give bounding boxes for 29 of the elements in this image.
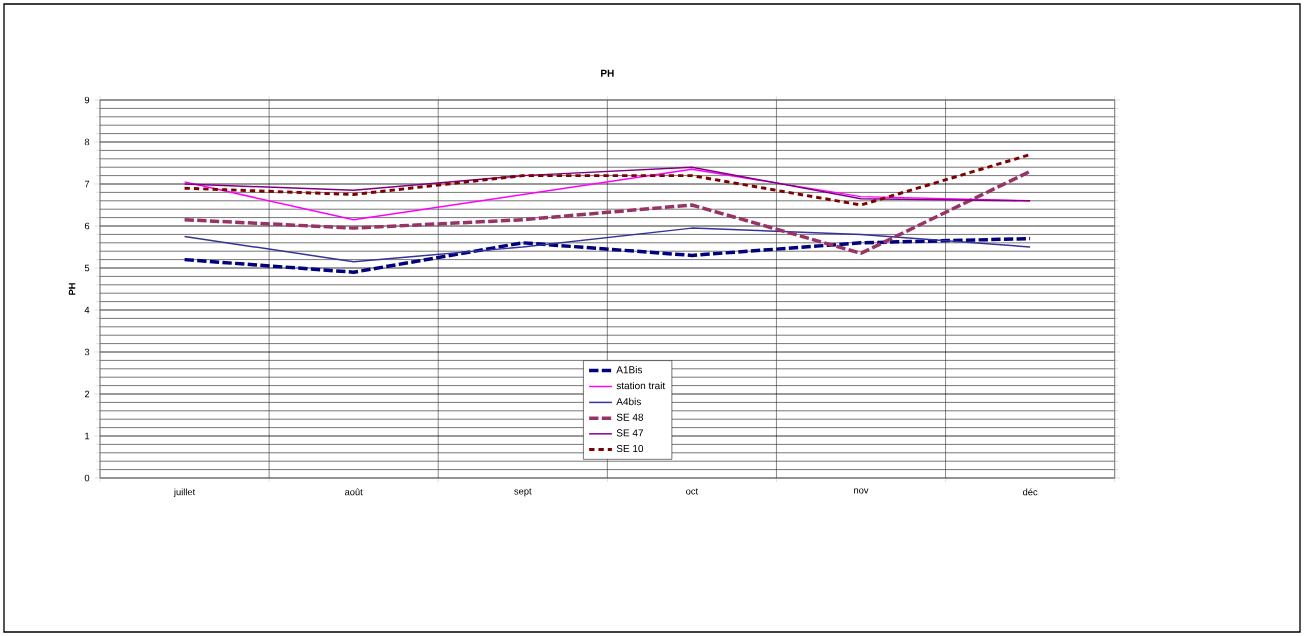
legend-label: station trait	[616, 381, 666, 390]
x-tick-label: juillet	[173, 488, 196, 498]
x-tick-label: sept	[514, 488, 532, 497]
line-series	[183, 227, 1031, 263]
y-tick-label: 4	[84, 306, 90, 314]
y-axis-title: PH	[68, 283, 76, 295]
legend-label: A1Bis	[616, 365, 643, 374]
line-series	[183, 153, 1032, 207]
legend-label: SE 48	[616, 413, 644, 421]
line-series	[182, 169, 1032, 256]
legend-label: A4bis	[616, 397, 641, 406]
x-tick-label: déc	[1022, 488, 1038, 496]
x-tick-label: août	[344, 488, 363, 496]
y-tick-label: 2	[84, 390, 90, 398]
x-tick-label: oct	[686, 488, 699, 495]
chart-title: PH	[601, 69, 614, 77]
line-series	[182, 236, 1032, 274]
legend-label: SE 10	[616, 444, 644, 453]
y-tick-label: 6	[84, 222, 90, 230]
y-tick-label: 1	[85, 432, 90, 440]
y-tick-label: 7	[84, 180, 90, 188]
line-series	[183, 166, 1031, 202]
y-tick-label: 3	[84, 348, 90, 356]
y-tick-label: 5	[84, 264, 90, 272]
y-tick-label: 8	[84, 138, 90, 146]
y-tick-label: 0	[84, 474, 90, 482]
x-tick-label: nov	[854, 488, 869, 494]
y-tick-label: 9	[84, 96, 90, 104]
legend-label: SE 47	[616, 429, 644, 437]
